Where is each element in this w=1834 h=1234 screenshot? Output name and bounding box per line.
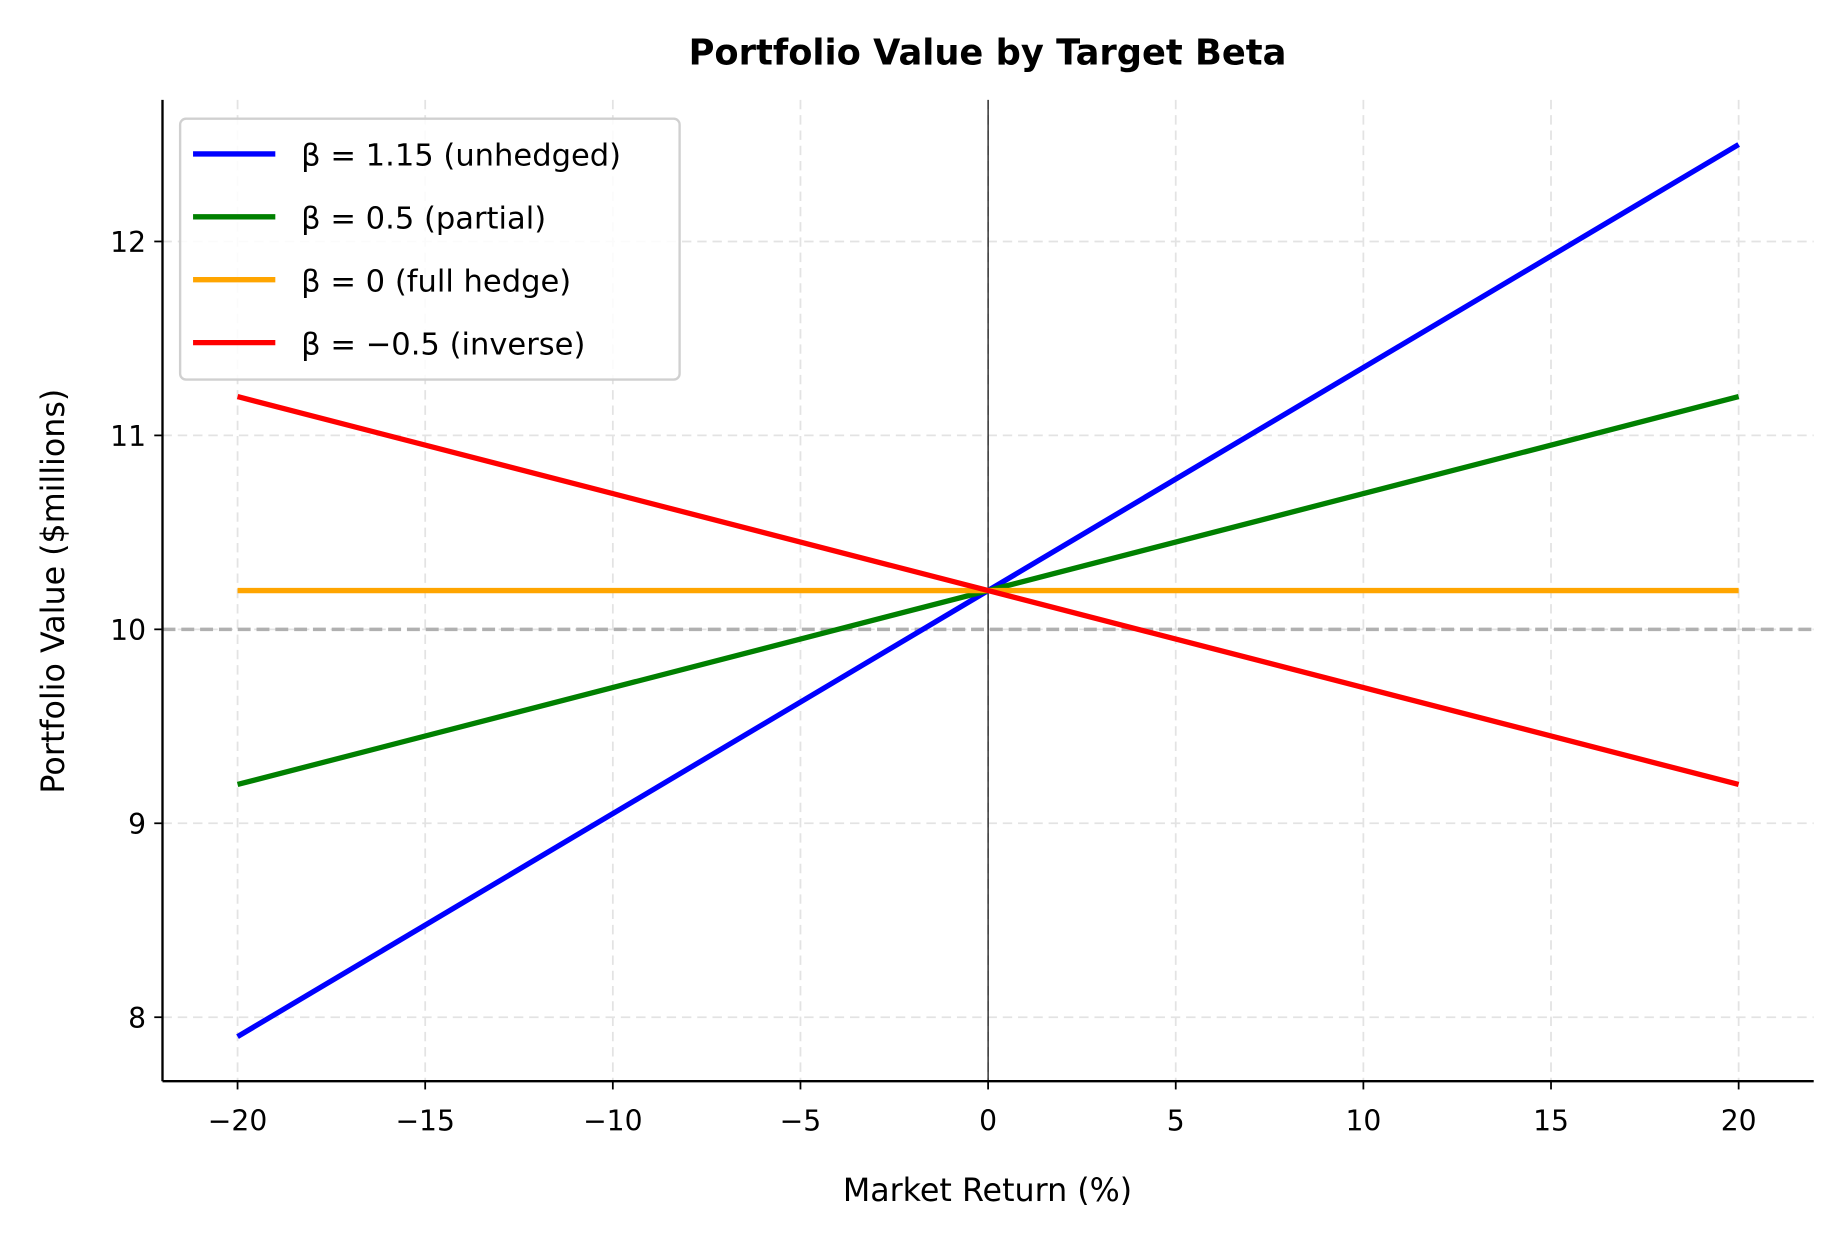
x-tick-label: 0 — [979, 1105, 997, 1138]
y-axis-label: Portfolio Value ($millions) — [36, 389, 72, 794]
y-tick-label: 12 — [110, 226, 146, 259]
x-tick-label: −15 — [395, 1105, 455, 1138]
y-tick-label: 9 — [128, 808, 146, 841]
legend-label: β = 0.5 (partial) — [301, 202, 546, 237]
axes — [161, 99, 1814, 1083]
y-tick-label: 11 — [110, 420, 146, 453]
y-tick-label: 10 — [110, 614, 146, 647]
x-tick-label: 20 — [1721, 1105, 1757, 1138]
series-lines — [236, 142, 1741, 1039]
legend: β = 1.15 (unhedged) β = 0.5 (partial) β = … — [178, 117, 681, 381]
x-tick-label: 15 — [1533, 1105, 1569, 1138]
x-tick-label: 10 — [1345, 1105, 1381, 1138]
x-axis-label: Market Return (%) — [843, 1173, 1132, 1209]
x-tick-label: −5 — [780, 1105, 822, 1138]
legend-label: β = −0.5 (inverse) — [301, 327, 585, 362]
legend-label: β = 0 (full hedge) — [301, 264, 571, 299]
legend-label: β = 1.15 (unhedged) — [301, 139, 621, 174]
legend-box — [178, 117, 681, 381]
x-tick-label: −20 — [208, 1105, 267, 1138]
ticks: −20 −15 −10 −5 0 5 10 15 20 8 9 10 11 12 — [110, 226, 1756, 1138]
x-tick-label: 5 — [1167, 1105, 1185, 1138]
series-line — [236, 394, 1740, 788]
chart-title: Portfolio Value by Target Beta — [689, 33, 1287, 74]
x-tick-label: −10 — [583, 1105, 643, 1138]
y-tick-label: 8 — [128, 1002, 146, 1035]
